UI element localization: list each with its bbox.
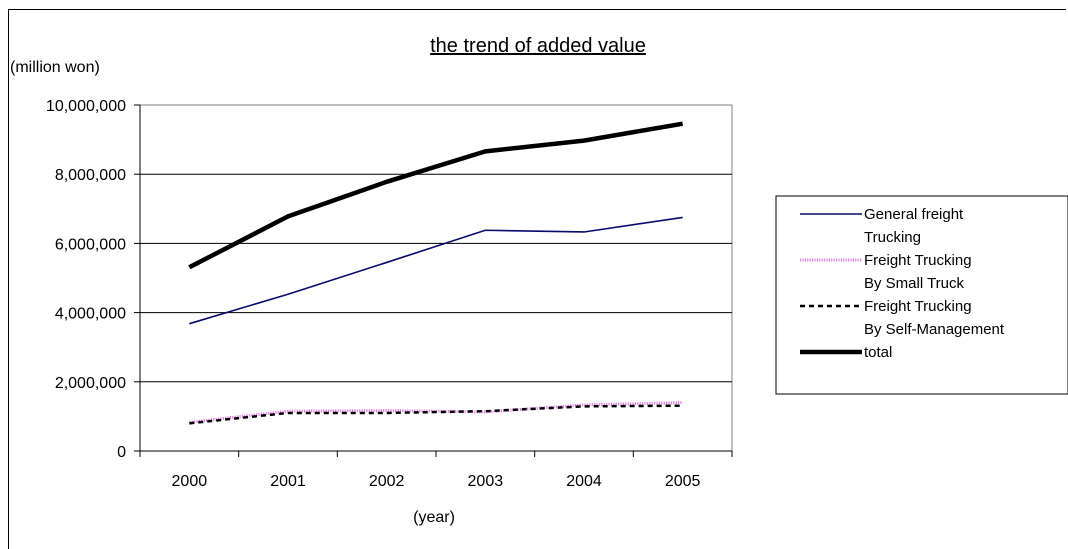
x-tick-label: 2000	[172, 473, 208, 490]
y-axis-label: (million won)	[10, 59, 100, 76]
series-line-2	[189, 404, 683, 425]
y-tick-label: 0	[117, 444, 126, 461]
y-tick-label: 8,000,000	[55, 167, 126, 184]
x-tick-label: 2002	[369, 473, 405, 490]
y-tick-label: 4,000,000	[55, 306, 126, 323]
x-tick-label: 2003	[468, 473, 504, 490]
series-line-0	[189, 216, 683, 325]
legend-label: By Small Truck	[864, 275, 965, 292]
legend-label: General freight	[864, 206, 964, 223]
chart-title: the trend of added value	[430, 35, 646, 57]
x-tick-label: 2004	[566, 473, 602, 490]
x-tick-label: 2001	[270, 473, 306, 490]
legend-label: total	[864, 344, 892, 361]
plot-area	[139, 104, 733, 452]
series-line-3	[188, 121, 684, 270]
y-tick-label: 6,000,000	[55, 236, 126, 253]
legend-label: Freight Trucking	[864, 298, 972, 315]
y-tick-label: 10,000,000	[46, 98, 126, 115]
legend-label: Trucking	[864, 229, 921, 246]
x-tick-label: 2005	[665, 473, 701, 490]
x-axis-label: (year)	[413, 509, 455, 526]
legend-label: By Self-Management	[864, 321, 1005, 338]
chart-frame	[8, 9, 1066, 549]
legend-label: Freight Trucking	[864, 252, 972, 269]
legend-box	[775, 195, 1068, 395]
y-tick-label: 2,000,000	[55, 375, 126, 392]
